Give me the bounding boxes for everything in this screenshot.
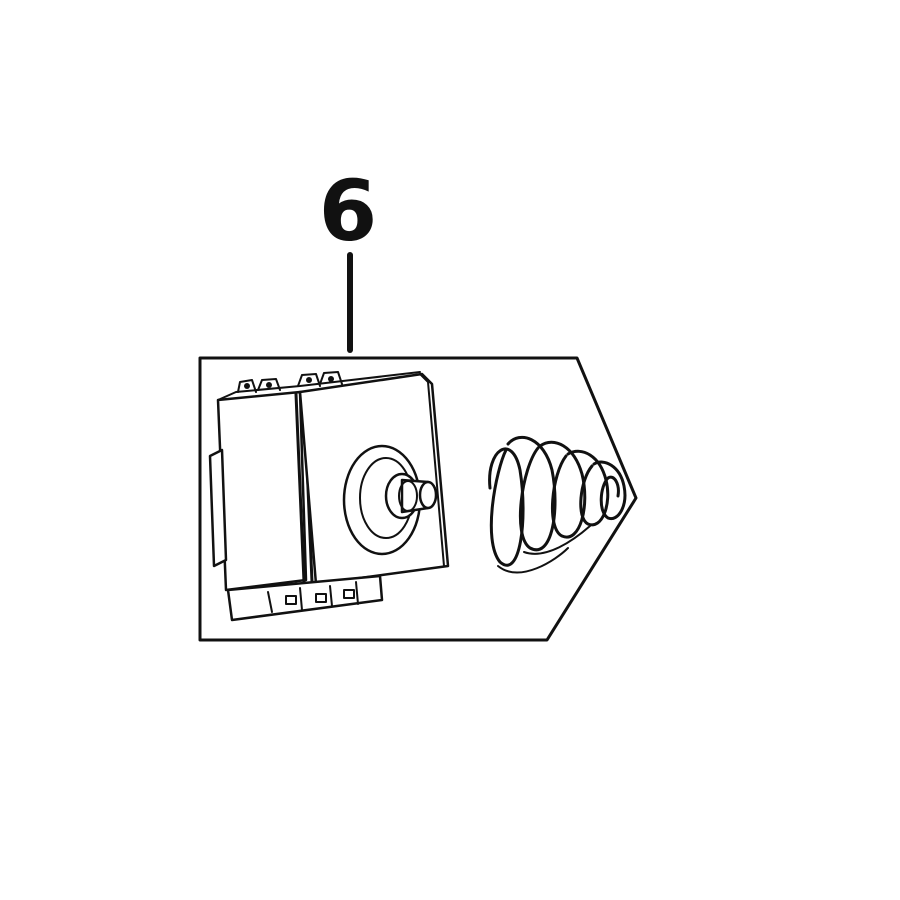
part-frame [198,356,638,642]
callout-number: 6 [319,162,377,260]
spring-icon [488,435,627,574]
switch-icon [208,371,450,622]
